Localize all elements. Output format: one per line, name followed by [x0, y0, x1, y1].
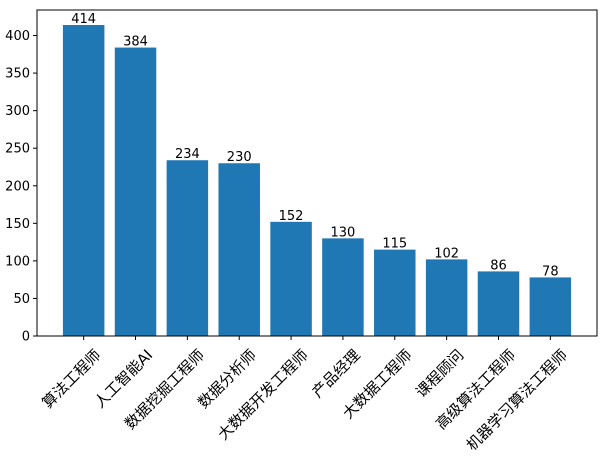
bar-value-label: 130 — [331, 225, 356, 240]
y-axis: 0 50 100 150 200 250 300 350 400 — [5, 29, 37, 345]
y-tick-label: 300 — [5, 104, 30, 119]
y-tick-label: 100 — [5, 254, 30, 269]
y-tick-label: 250 — [5, 142, 30, 157]
bar-value-label: 234 — [175, 147, 200, 162]
y-tick-label: 200 — [5, 179, 30, 194]
y-tick-label: 400 — [5, 29, 30, 44]
y-tick-label: 350 — [5, 67, 30, 82]
bar-value-label: 86 — [490, 258, 507, 273]
y-tick-label: 50 — [13, 292, 30, 307]
bar-3 — [218, 163, 260, 336]
bar-value-label: 230 — [227, 150, 252, 165]
bar-value-label: 115 — [382, 237, 407, 252]
y-tick-label: 150 — [5, 217, 30, 232]
bar-8 — [477, 271, 520, 336]
x-category-label: 大数据开发工程师 — [214, 346, 312, 444]
bar-value-label: 384 — [123, 35, 148, 50]
bar-6 — [374, 249, 416, 336]
bar-value-label: 78 — [542, 264, 559, 279]
bar-9 — [529, 277, 572, 336]
x-axis: 算法工程师人工智能AI数据挖掘工程师数据分析师大数据开发工程师产品经理大数据工程… — [39, 336, 571, 454]
bar-value-label: 414 — [71, 12, 96, 27]
bar-1 — [114, 47, 157, 337]
bar-4 — [270, 221, 312, 336]
bars-group: 414 384 234 230 152 130 115 102 86 78 — [62, 12, 572, 337]
bar-value-label: 152 — [279, 209, 304, 224]
y-tick-label: 0 — [22, 330, 30, 345]
bar-7 — [425, 259, 468, 336]
x-category-label: 机器学习算法工程师 — [463, 346, 571, 454]
bar-0 — [62, 25, 105, 337]
bar-value-label: 102 — [434, 246, 459, 261]
bar-2 — [166, 160, 209, 336]
plot-frame — [36, 9, 598, 337]
bar-5 — [322, 238, 364, 336]
